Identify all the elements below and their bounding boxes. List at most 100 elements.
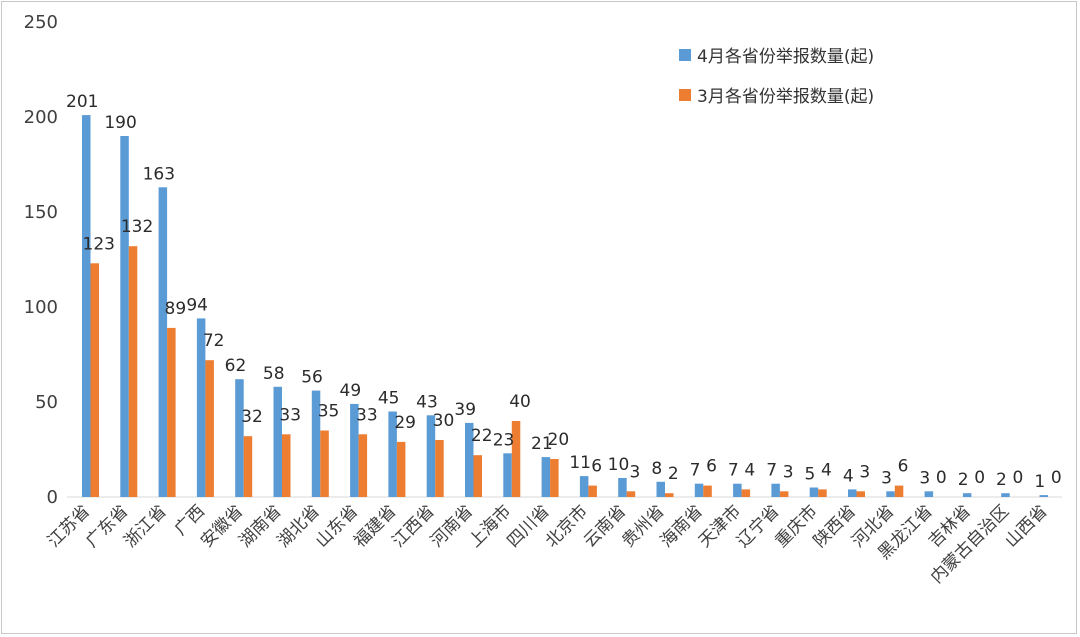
x-tick-label: 山西省 <box>1001 501 1051 551</box>
x-tick-label: 湖南省 <box>235 501 285 551</box>
y-tick-label: 250 <box>24 12 58 33</box>
data-label-april: 49 <box>340 381 362 401</box>
bar-march <box>167 327 176 497</box>
bar-april <box>886 491 895 497</box>
bar-april <box>579 476 589 497</box>
bar-march <box>703 485 712 497</box>
x-tick-label: 天津市 <box>695 501 745 551</box>
data-label-april: 56 <box>301 368 323 388</box>
data-label-march: 30 <box>433 411 455 431</box>
data-label-march: 0 <box>1013 468 1024 488</box>
data-label-march: 0 <box>974 468 985 488</box>
bar-april <box>1039 495 1048 497</box>
bar-march <box>435 440 444 497</box>
data-label-march: 20 <box>548 430 570 450</box>
data-label-april: 190 <box>104 113 136 133</box>
data-label-april: 43 <box>416 392 438 412</box>
data-label-march: 72 <box>203 331 225 351</box>
y-tick-label: 150 <box>24 202 58 223</box>
legend-label-march: 3月各省份举报数量(起) <box>697 87 874 107</box>
data-label-april: 94 <box>186 295 208 315</box>
bar-march <box>665 493 674 497</box>
bar-april <box>848 489 857 497</box>
bar-march <box>511 421 521 497</box>
x-tick-label: 福建省 <box>350 501 400 551</box>
data-label-april: 10 <box>608 455 630 475</box>
data-label-march: 35 <box>318 402 340 422</box>
data-label-april: 163 <box>143 164 175 184</box>
bar-april <box>273 386 282 497</box>
bar-march <box>396 441 406 497</box>
bar-april <box>771 483 780 497</box>
x-tick-label: 四川省 <box>503 501 553 551</box>
x-tick-label: 贵州省 <box>618 501 668 551</box>
bar-april <box>426 415 436 497</box>
bar-april <box>1001 493 1010 497</box>
data-label-march: 89 <box>165 299 187 319</box>
y-axis: 0 50 100 150 200 250 <box>24 12 58 508</box>
data-label-march: 4 <box>821 460 832 480</box>
data-label-april: 23 <box>493 430 515 450</box>
x-tick-label: 江西省 <box>389 501 439 551</box>
bar-march <box>205 360 214 497</box>
y-tick-label: 50 <box>35 392 58 413</box>
bar-april <box>618 478 627 497</box>
data-label-april: 2 <box>958 470 969 490</box>
data-label-april: 5 <box>805 465 816 485</box>
x-tick-label: 浙江省 <box>120 501 170 551</box>
bar-april <box>809 487 819 497</box>
bar-march <box>90 263 99 497</box>
bar-march <box>856 491 865 497</box>
x-tick-label: 重庆市 <box>772 501 822 551</box>
y-tick-label: 200 <box>24 107 58 128</box>
data-label-april: 7 <box>690 461 701 481</box>
data-label-march: 40 <box>509 392 531 412</box>
bars <box>82 115 1048 498</box>
bar-april <box>311 390 321 497</box>
legend-label-april: 4月各省份举报数量(起) <box>697 47 874 67</box>
data-label-april: 11 <box>569 453 591 473</box>
data-label-march: 2 <box>668 464 679 484</box>
data-label-april: 62 <box>225 356 247 376</box>
x-tick-label: 江苏省 <box>44 501 94 551</box>
data-label-march: 6 <box>898 457 909 477</box>
data-label-april: 7 <box>728 461 739 481</box>
data-label-april: 201 <box>66 92 98 112</box>
x-tick-label: 云南省 <box>580 501 630 551</box>
bar-april <box>694 483 704 497</box>
data-label-march: 6 <box>591 457 602 477</box>
bar-april <box>350 403 359 497</box>
data-label-april: 1 <box>1034 472 1045 492</box>
x-tick-label: 海南省 <box>657 501 707 551</box>
x-tick-label: 广东省 <box>82 501 132 551</box>
legend-swatch-april <box>679 49 691 61</box>
bar-march <box>358 434 368 497</box>
bar-april <box>196 318 206 497</box>
x-tick-label: 北京市 <box>542 501 592 551</box>
bar-april <box>82 115 91 497</box>
data-label-march: 0 <box>1051 468 1062 488</box>
legend-swatch-march <box>679 89 691 101</box>
bar-march <box>741 489 751 497</box>
bar-march <box>626 491 636 497</box>
bar-april <box>388 411 397 497</box>
bar-april <box>465 422 474 497</box>
bar-march <box>320 430 329 497</box>
data-label-april: 39 <box>454 400 476 420</box>
x-tick-label: 上海市 <box>465 501 515 551</box>
bar-april <box>120 136 129 497</box>
data-label-april: 45 <box>378 389 400 409</box>
bar-march <box>779 491 789 497</box>
data-label-april: 58 <box>263 364 285 384</box>
data-label-april: 8 <box>651 459 662 479</box>
legend: 4月各省份举报数量(起) 3月各省份举报数量(起) <box>679 47 874 107</box>
data-label-march: 4 <box>744 460 755 480</box>
bar-april <box>656 481 665 497</box>
y-tick-label: 100 <box>24 297 58 318</box>
data-label-march: 22 <box>471 426 493 446</box>
bar-april <box>235 379 244 497</box>
data-label-march: 0 <box>936 468 947 488</box>
